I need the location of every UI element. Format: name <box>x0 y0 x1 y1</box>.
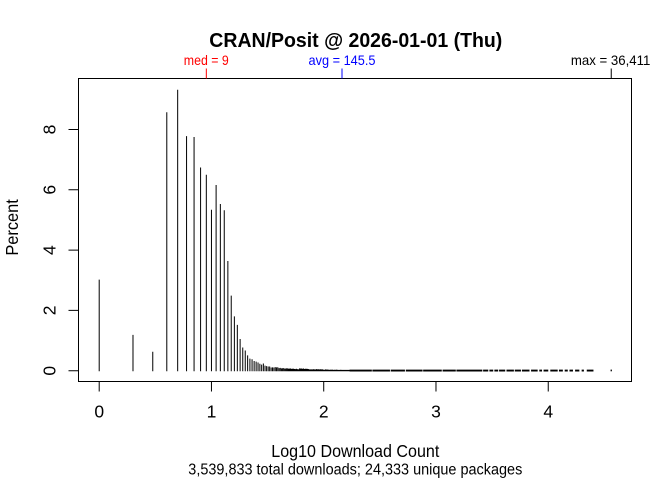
svg-text:Percent: Percent <box>2 199 22 256</box>
svg-text:8: 8 <box>40 125 60 135</box>
svg-text:4: 4 <box>543 402 553 422</box>
svg-text:avg = 145.5: avg = 145.5 <box>309 52 376 68</box>
svg-text:0: 0 <box>94 402 104 422</box>
svg-text:3,539,833 total downloads; 24,: 3,539,833 total downloads; 24,333 unique… <box>188 462 522 479</box>
svg-text:2: 2 <box>319 402 329 422</box>
svg-text:CRAN/Posit @ 2026-01-01 (Thu): CRAN/Posit @ 2026-01-01 (Thu) <box>209 30 502 52</box>
svg-text:med = 9: med = 9 <box>184 52 229 68</box>
svg-text:3: 3 <box>431 402 441 422</box>
svg-text:0: 0 <box>40 366 60 376</box>
svg-text:6: 6 <box>40 185 60 195</box>
svg-text:2: 2 <box>40 306 60 316</box>
svg-text:max = 36,411: max = 36,411 <box>571 52 651 68</box>
svg-text:1: 1 <box>207 402 217 422</box>
svg-text:Log10 Download Count: Log10 Download Count <box>271 441 439 461</box>
svg-text:4: 4 <box>40 245 60 255</box>
